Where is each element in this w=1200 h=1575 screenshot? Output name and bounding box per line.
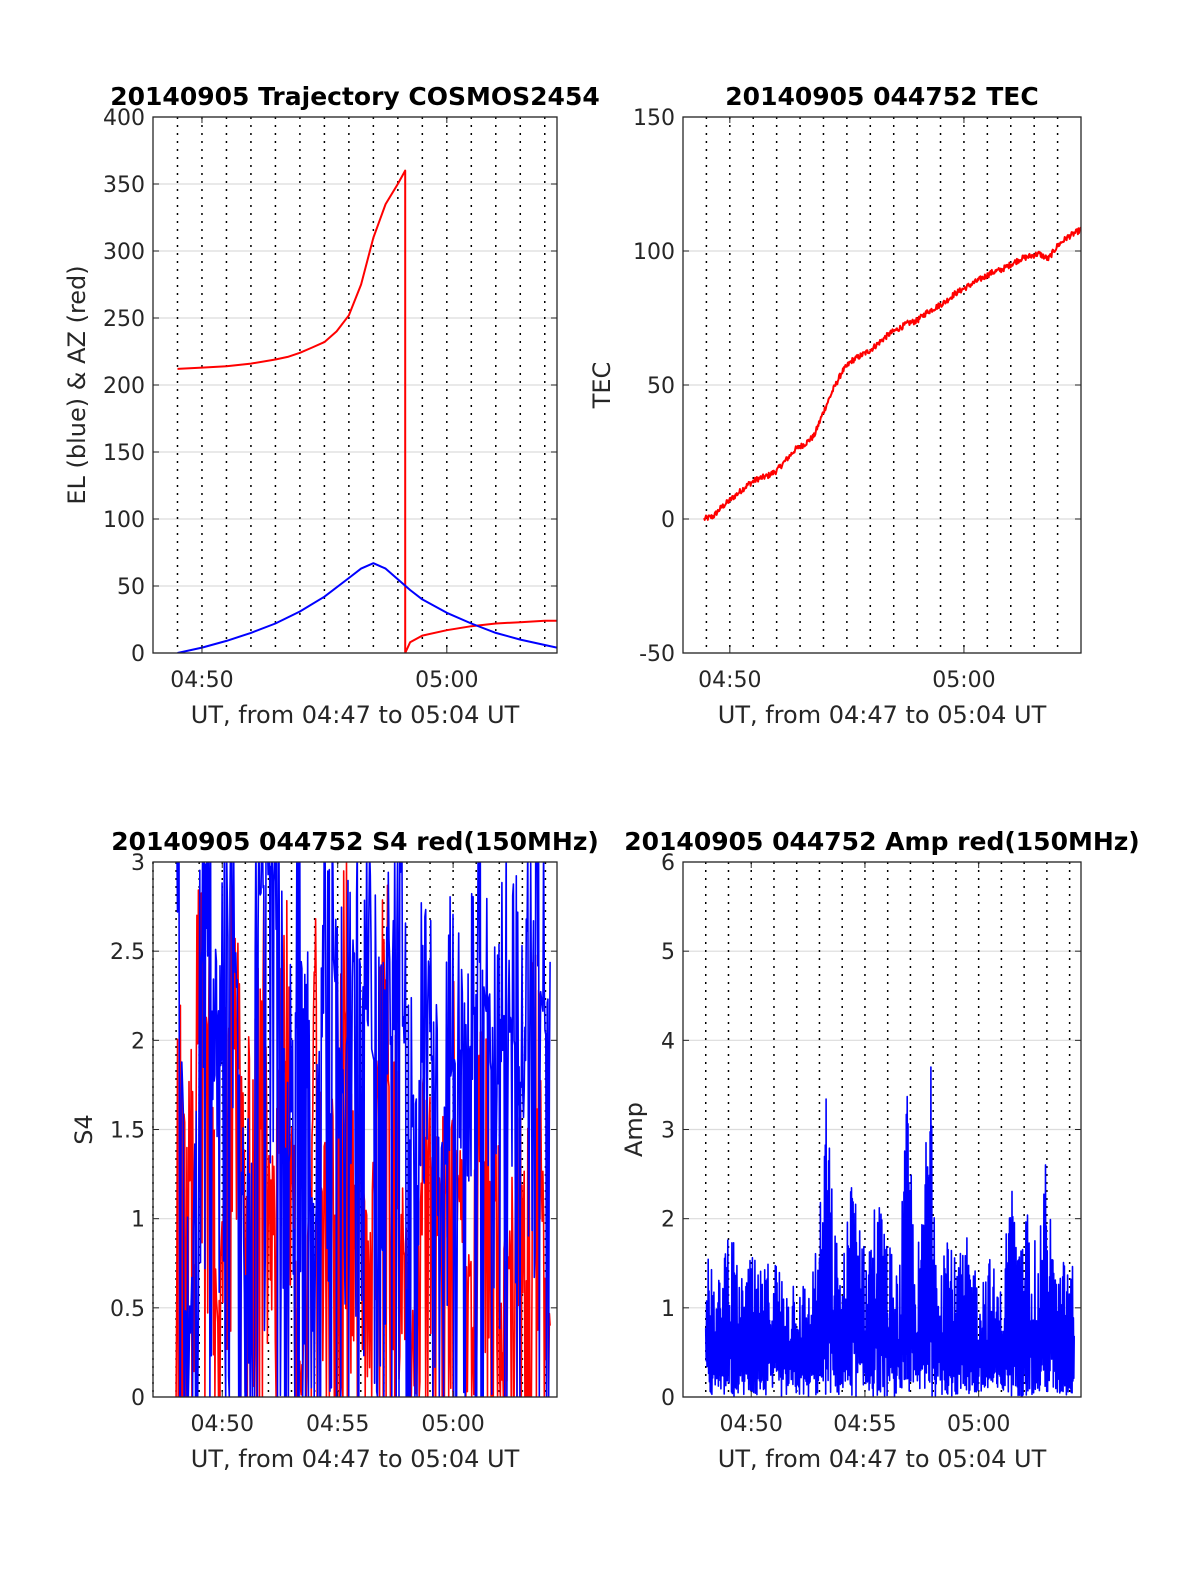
y-axis-label: S4	[70, 1114, 98, 1145]
x-axis-label: UT, from 04:47 to 05:04 UT	[718, 1445, 1047, 1473]
x-tick-label: 05:00	[932, 668, 995, 693]
y-tick-label: 3	[131, 851, 145, 876]
y-tick-label: 200	[103, 374, 145, 399]
x-tick-label: 05:00	[415, 668, 478, 693]
series-line-0	[703, 226, 1081, 521]
x-tick-label: 04:50	[698, 668, 761, 693]
y-tick-label: 1.5	[110, 1119, 145, 1144]
x-tick-label: 04:50	[720, 1412, 783, 1437]
chart-title: 20140905 044752 S4 red(150MHz)	[111, 827, 599, 856]
x-tick-label: 04:50	[170, 668, 233, 693]
chart-trajectory: 0 50 100 150 200 250 300 350 400 04:50 05:00 201409…	[63, 82, 600, 729]
y-tick-label: 0	[661, 1386, 675, 1411]
series-group	[704, 1066, 1075, 1397]
y-tick-label: 6	[661, 851, 675, 876]
y-tick-label: 150	[103, 441, 145, 466]
chart-title: 20140905 Trajectory COSMOS2454	[110, 82, 600, 111]
x-axis-label: UT, from 04:47 to 05:04 UT	[191, 1445, 520, 1473]
y-tick-label: 0.5	[110, 1297, 145, 1322]
series-group	[703, 226, 1081, 521]
y-tick-label: 150	[633, 106, 675, 131]
y-tick-label: 3	[661, 1119, 675, 1144]
y-tick-label: 1	[131, 1208, 145, 1233]
series-line-0	[704, 1066, 1075, 1397]
x-tick-label: 04:55	[306, 1412, 369, 1437]
y-tick-label: 50	[117, 575, 145, 600]
x-axis-label: UT, from 04:47 to 05:04 UT	[718, 701, 1047, 729]
y-tick-label: 400	[103, 106, 145, 131]
y-tick-label: -50	[639, 642, 675, 667]
x-axis-label: UT, from 04:47 to 05:04 UT	[191, 701, 520, 729]
y-tick-label: 50	[647, 374, 675, 399]
y-tick-label: 250	[103, 307, 145, 332]
chart-s4: 0 0.5 1 1.5 2 2.5 3 04:50 04:55 05:00 20140905 044…	[70, 827, 599, 1473]
y-tick-label: 2	[661, 1208, 675, 1233]
y-tick-label: 2	[131, 1029, 145, 1054]
chart-amp: 0 1 2 3 4 5 6 04:50 04:55 05:00 20140905 044752 Am…	[620, 827, 1140, 1473]
y-tick-label: 1	[661, 1297, 675, 1322]
x-tick-label: 04:50	[191, 1412, 254, 1437]
y-tick-label: 350	[103, 173, 145, 198]
y-axis-label: Amp	[620, 1102, 648, 1157]
chart-tec: -50 0 50 100 150 04:50 05:00 20140905 044752 TE…	[588, 82, 1082, 729]
chart-title: 20140905 044752 TEC	[725, 82, 1038, 111]
x-tick-label: 04:55	[833, 1412, 896, 1437]
series-group	[177, 169, 557, 653]
series-line-0	[177, 169, 557, 653]
y-tick-label: 100	[103, 508, 145, 533]
y-tick-label: 100	[633, 240, 675, 265]
y-tick-label: 300	[103, 240, 145, 265]
x-tick-label: 05:00	[947, 1412, 1010, 1437]
x-tick-label: 05:00	[421, 1412, 484, 1437]
y-axis-label: EL (blue) & AZ (red)	[63, 265, 91, 504]
y-axis-label: TEC	[588, 362, 616, 410]
chart-title: 20140905 044752 Amp red(150MHz)	[624, 827, 1140, 856]
y-tick-label: 2.5	[110, 940, 145, 965]
y-tick-label: 4	[661, 1029, 675, 1054]
y-tick-label: 0	[661, 508, 675, 533]
series-group	[175, 862, 551, 1397]
series-line-1	[176, 862, 551, 1397]
series-line-1	[177, 562, 557, 653]
y-tick-label: 5	[661, 940, 675, 965]
y-tick-label: 0	[131, 1386, 145, 1411]
y-tick-label: 0	[131, 642, 145, 667]
